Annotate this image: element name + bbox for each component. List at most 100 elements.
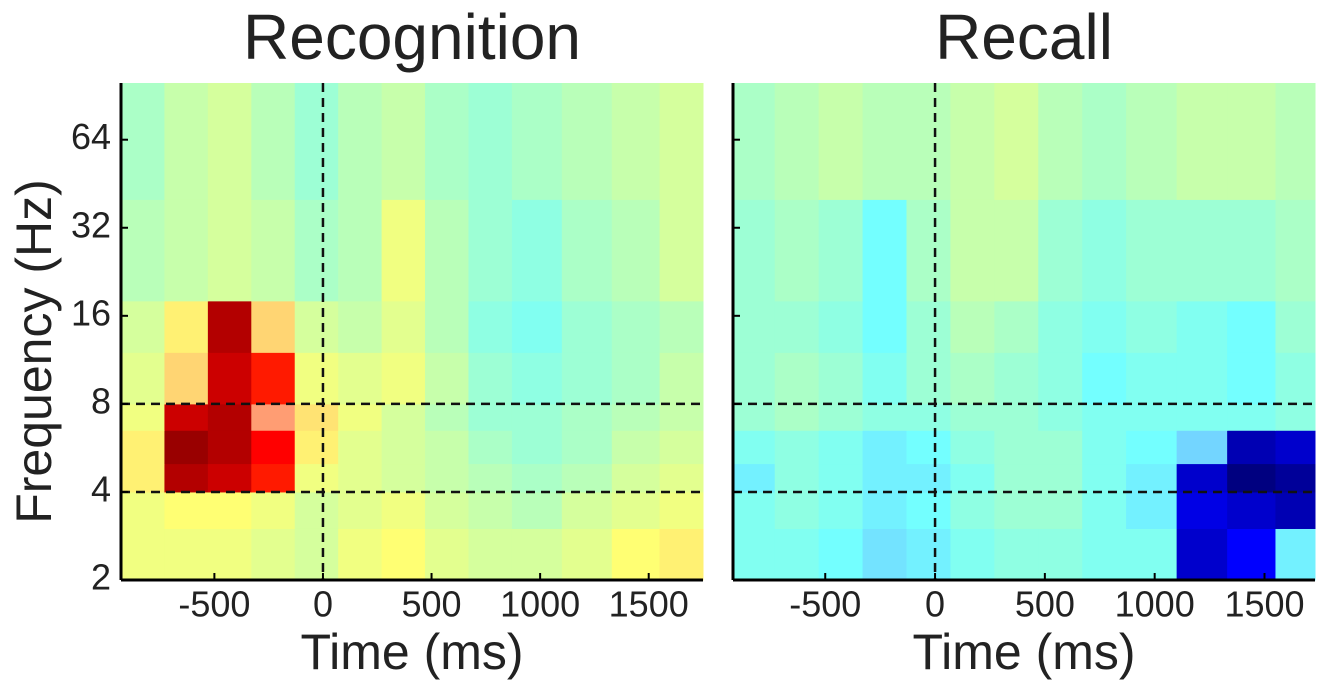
- y-tick-label: 32: [71, 204, 111, 245]
- heatmap-cell: [1038, 300, 1083, 353]
- heatmap-cell: [1275, 491, 1316, 529]
- heatmap-cell: [733, 430, 776, 465]
- heatmap-cell: [862, 491, 908, 529]
- heatmap-cell: [425, 463, 469, 493]
- heatmap-cell: [164, 199, 209, 302]
- chart-title: Recognition: [243, 1, 581, 73]
- heatmap-cell: [1176, 199, 1228, 302]
- x-tick-label: -500: [789, 584, 861, 625]
- heatmap-cell: [561, 463, 613, 493]
- heatmap-cell: [862, 83, 908, 200]
- heatmap-cell: [774, 83, 820, 200]
- x-tick-label: 500: [1015, 584, 1075, 625]
- x-tick-label: -500: [178, 584, 250, 625]
- heatmap-cell: [425, 491, 469, 529]
- heatmap-cell: [818, 300, 864, 353]
- heatmap-cell: [1275, 528, 1316, 581]
- heatmap-cell: [611, 300, 661, 353]
- heatmap-cell: [994, 352, 1039, 405]
- heatmap-cell: [207, 403, 252, 431]
- heatmap-cell: [733, 403, 776, 431]
- heatmap-cell: [1038, 528, 1083, 581]
- heatmap-cell: [818, 199, 864, 302]
- heatmap-cell: [611, 199, 661, 302]
- heatmap-cell: [611, 528, 661, 581]
- heatmap-cell: [1275, 199, 1316, 302]
- heatmap-cell: [511, 528, 563, 581]
- heatmap-cell: [733, 300, 776, 353]
- heatmap-cell: [207, 430, 252, 465]
- heatmap-cell: [425, 430, 469, 465]
- heatmap-cell: [950, 491, 995, 529]
- heatmap-cell: [1176, 463, 1228, 493]
- heatmap-cell: [774, 528, 820, 581]
- heatmap-cell: [1227, 491, 1276, 529]
- heatmap-cell: [121, 199, 165, 302]
- heatmap-cell: [950, 199, 995, 302]
- heatmap-cell: [381, 83, 426, 200]
- heatmap-cell: [468, 528, 513, 581]
- heatmap-cell: [1126, 83, 1178, 200]
- heatmap-cell: [862, 430, 908, 465]
- heatmap-cell: [1176, 528, 1228, 581]
- heatmap-cell: [1176, 83, 1228, 200]
- heatmap-cell: [468, 83, 513, 200]
- y-tick-label: 8: [91, 380, 111, 421]
- x-tick-label: 500: [402, 584, 462, 625]
- heatmap-cell: [207, 300, 252, 353]
- heatmap-cell: [1082, 430, 1127, 465]
- heatmap-cell: [1227, 463, 1276, 493]
- heatmap-cell: [733, 199, 776, 302]
- heatmap-cell: [511, 430, 563, 465]
- heatmap-cell: [338, 403, 383, 431]
- heatmap-cell: [251, 463, 296, 493]
- heatmap-cell: [338, 352, 383, 405]
- heatmap-cell: [1275, 300, 1316, 353]
- heatmap-cell: [294, 300, 339, 353]
- heatmap-cell: [659, 403, 704, 431]
- heatmap-cell: [774, 463, 820, 493]
- heatmap-cell: [1126, 352, 1178, 405]
- heatmap-cell: [1227, 83, 1276, 200]
- heatmap-cell: [906, 528, 951, 581]
- heatmap-cell: [294, 430, 339, 465]
- heatmap-cell: [1038, 430, 1083, 465]
- y-tick-label: 2: [91, 557, 111, 598]
- heatmap-cell: [338, 430, 383, 465]
- heatmap-cell: [818, 403, 864, 431]
- heatmap-cell: [774, 300, 820, 353]
- heatmap-cell: [121, 352, 165, 405]
- heatmap-cell: [733, 83, 776, 200]
- heatmap-cell: [611, 83, 661, 200]
- heatmap-cell: [381, 352, 426, 405]
- heatmap-cell: [121, 491, 165, 529]
- x-axis-label: Time (ms): [912, 624, 1135, 680]
- heatmap-cell: [164, 430, 209, 465]
- heatmap-cell: [906, 463, 951, 493]
- y-tick-label: 64: [71, 116, 111, 157]
- heatmap-cell: [733, 528, 776, 581]
- heatmap-cell: [1038, 199, 1083, 302]
- heatmap-cell: [950, 83, 995, 200]
- heatmap-cell: [906, 352, 951, 405]
- heatmap-cell: [818, 491, 864, 529]
- heatmap-cell: [425, 528, 469, 581]
- heatmap-cell: [164, 403, 209, 431]
- heatmap-cell: [611, 403, 661, 431]
- heatmap-cell: [1082, 463, 1127, 493]
- heatmap-cell: [251, 83, 296, 200]
- heatmap-cell: [294, 83, 339, 200]
- heatmap-cell: [338, 300, 383, 353]
- heatmap-cell: [468, 463, 513, 493]
- heatmap-cell: [164, 352, 209, 405]
- heatmap-cell: [862, 352, 908, 405]
- heatmap-cell: [338, 528, 383, 581]
- heatmap-cell: [561, 300, 613, 353]
- heatmap-cell: [1126, 199, 1178, 302]
- heatmap-cell: [659, 199, 704, 302]
- heatmap-cell: [906, 403, 951, 431]
- heatmap-cell: [251, 199, 296, 302]
- heatmap-cell: [1126, 463, 1178, 493]
